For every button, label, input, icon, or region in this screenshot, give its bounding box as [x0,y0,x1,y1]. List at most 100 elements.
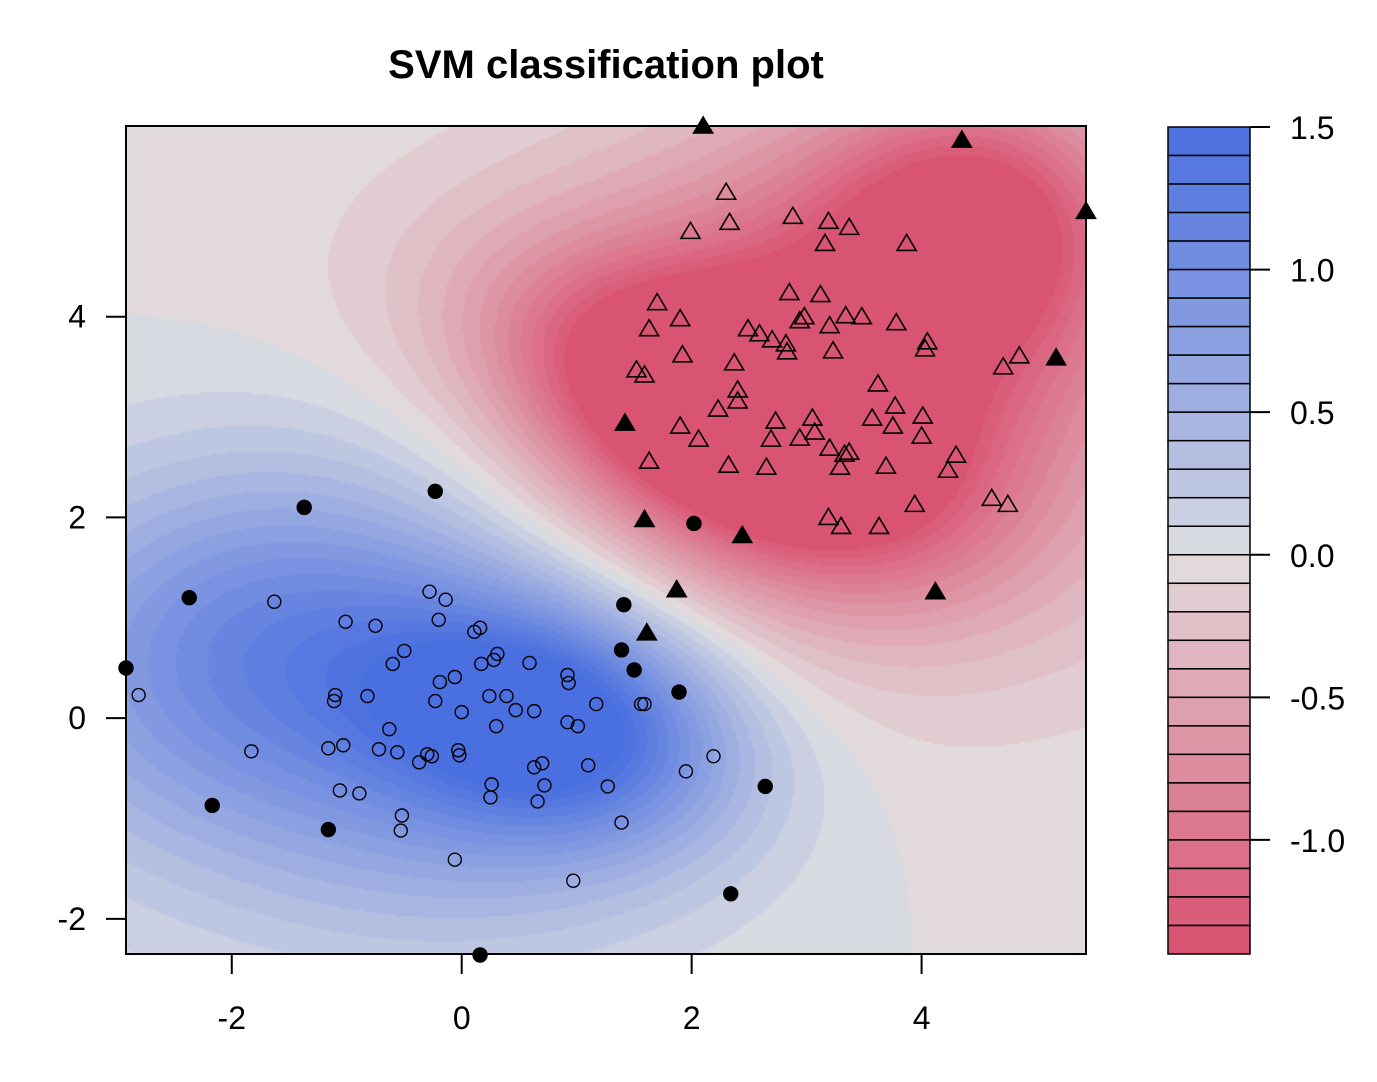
colorbar-band [1167,325,1251,356]
y-axis: -2 0 2 4 [58,299,126,937]
data-point-circle [385,656,400,672]
data-point-triangle [801,407,824,426]
data-point-circle [422,584,437,599]
colorbar-tick-label: 0.0 [1290,538,1334,574]
colorbar-band [1167,810,1251,841]
data-point-circle [371,742,387,757]
data-point-circle [438,592,453,607]
data-point-triangle [911,405,934,424]
data-point-triangle [838,441,861,460]
data-point-circle [600,779,615,794]
data-point-triangle [788,310,811,329]
data-points [118,115,1097,963]
data-point-circle [352,786,367,801]
data-point-triangle [737,318,759,337]
data-point-triangle [781,205,804,225]
data-point-circle [431,612,446,627]
chart-title: SVM classification plot [388,43,824,87]
data-point-triangle [809,284,832,303]
colorbar-band [1167,382,1251,413]
data-point-circle [382,721,397,737]
support-vector-triangle [731,524,754,544]
colorbar-legend: 1.5 1.0 0.5 0.0 -0.5 -1.0 [1167,110,1345,955]
support-vector-circle [757,778,773,795]
data-point-circle [328,687,343,703]
data-point-triangle [996,493,1019,513]
data-point-triangle [726,390,749,409]
data-point-triangle [1008,345,1031,364]
colorbar-band [1167,639,1251,670]
data-point-circle [637,696,652,712]
data-point-triangle [726,379,749,398]
data-point-triangle [776,341,798,360]
data-point-triangle [760,428,782,447]
decision-value-contour-fill [126,126,1086,954]
data-point-triangle [881,415,904,434]
y-tick-label: 4 [68,299,86,335]
data-point-triangle [866,373,889,392]
support-vector-circle [320,821,337,838]
colorbar-band [1167,154,1251,185]
data-point-triangle [717,454,740,474]
colorbar-band [1167,468,1251,499]
data-point-circle [580,758,596,773]
colorbar-band [1167,782,1251,813]
support-vector-triangle [1045,347,1068,366]
data-point-triangle [914,338,936,357]
colorbar-band [1167,668,1251,699]
support-vector-circle [686,515,702,532]
data-point-triangle [723,352,746,371]
support-vector-triangle [614,412,636,431]
data-point-triangle [868,515,890,535]
colorbar-tick-label: 1.0 [1290,253,1334,289]
data-point-triangle [793,306,816,325]
data-point-triangle [748,323,771,342]
data-point-triangle [718,211,741,231]
data-point-circle [678,764,694,779]
data-point-triangle [707,398,730,417]
data-point-triangle [669,308,692,327]
data-point-circle [474,656,489,672]
data-point-circle [614,815,629,830]
colorbar-band [1167,725,1251,756]
data-point-triangle [817,506,840,526]
data-point-circle [486,652,502,668]
support-vector-circle [472,947,488,963]
colorbar-band [1167,496,1251,527]
y-tick-label: -2 [58,901,86,937]
data-point-circle [332,783,348,798]
data-point-circle [411,755,427,770]
data-point-triangle [884,395,907,414]
data-point-circle [360,688,375,704]
data-point-circle [336,738,351,753]
data-point-triangle [764,410,787,429]
data-point-circle [570,718,586,734]
data-point-circle [454,704,469,720]
data-point-circle [508,702,523,718]
data-point-triangle [633,364,656,383]
data-point-circle [428,693,443,709]
data-point-circle [706,749,721,764]
data-point-triangle [910,425,933,444]
colorbar-band [1167,753,1251,784]
data-point-triangle [834,305,857,324]
colorbar-band [1167,411,1251,442]
colorbar-band [1167,611,1251,642]
data-point-circle [452,748,467,763]
data-point-circle [537,778,552,793]
data-point-circle [472,620,488,636]
data-point-triangle [669,415,692,434]
data-point-triangle [818,437,841,456]
data-point-circle [484,777,499,792]
data-point-triangle [817,210,840,230]
support-vector-triangle [635,622,658,641]
data-point-triangle [814,232,836,252]
data-point-circle [633,696,649,712]
data-point-triangle [895,232,918,252]
data-point-circle [394,808,410,823]
support-vector-circle [181,590,197,606]
data-point-triangle [937,459,959,479]
support-vector-circle [613,642,630,658]
colorbar-band [1167,554,1251,585]
